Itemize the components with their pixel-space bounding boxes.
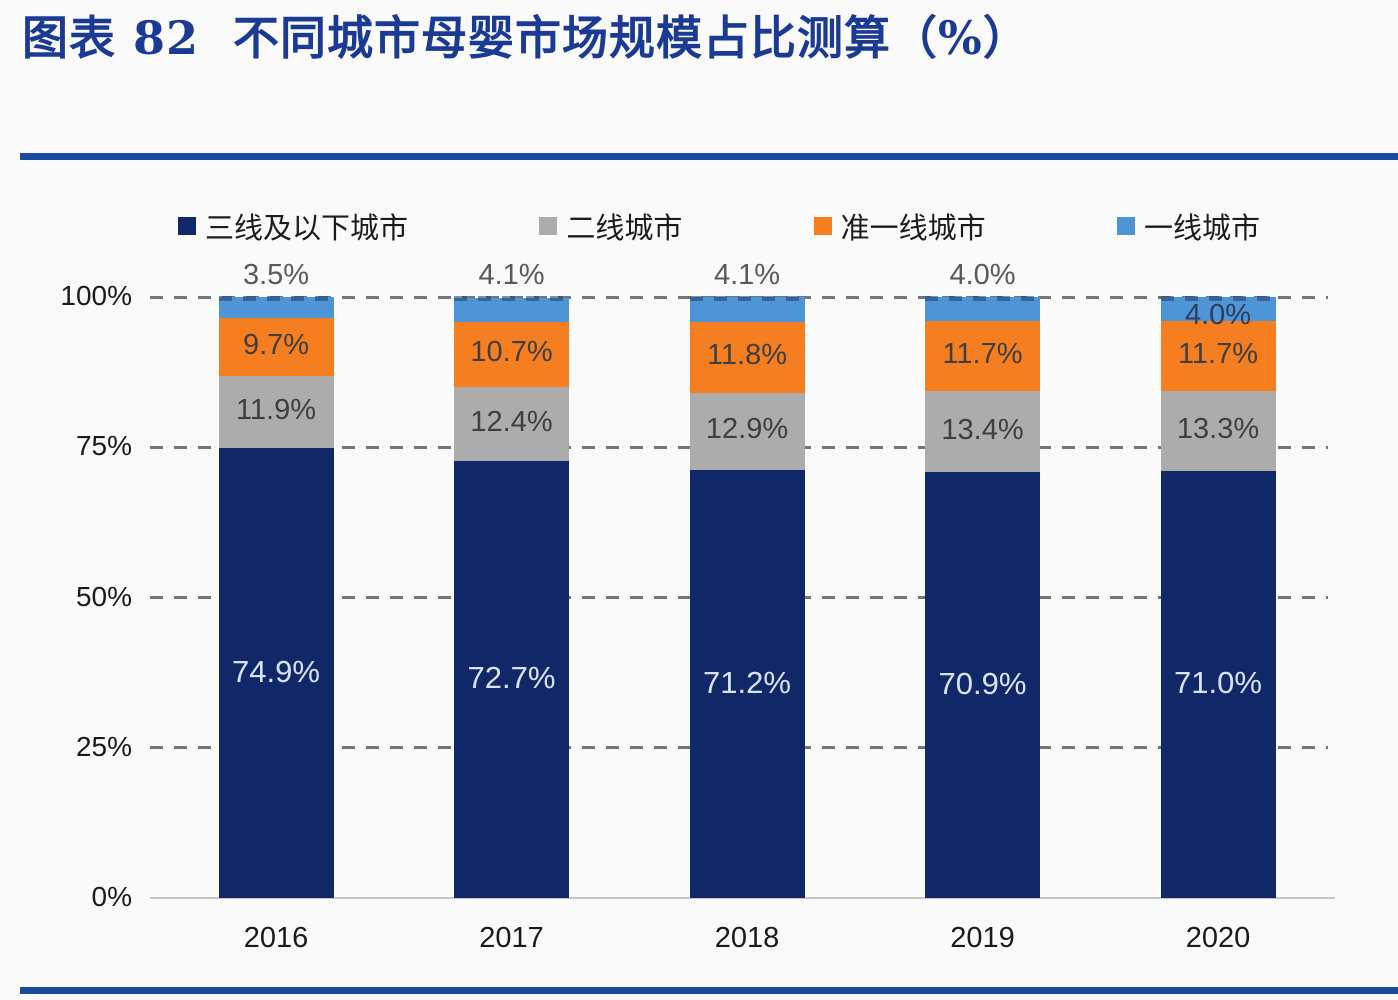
legend-item-2: 二线城市 bbox=[539, 205, 682, 247]
bar-2019-segment-2 bbox=[925, 391, 1040, 472]
bar-2016-value-label-1: 74.9% bbox=[232, 653, 320, 689]
legend-color-swatch bbox=[1116, 217, 1135, 235]
bar-2018-value-label-1: 71.2% bbox=[703, 664, 791, 700]
bar-2016-value-label-top: 3.5% bbox=[242, 259, 310, 291]
bar-2017-top-gridline-dashes bbox=[454, 296, 569, 301]
bar-2018-segment-4 bbox=[689, 297, 805, 322]
bar-2019-segment-3 bbox=[925, 321, 1040, 392]
bar-2019-value-label-2: 13.4% bbox=[941, 413, 1024, 446]
bar-2018-segment-1 bbox=[689, 470, 805, 898]
bar-2018-value-label-3: 11.8% bbox=[706, 339, 788, 372]
bar-2020-value-label-1: 71.0% bbox=[1174, 665, 1262, 701]
x-axis-tick-label: 2016 bbox=[243, 922, 309, 954]
legend-series-label: 准一线城市 bbox=[840, 213, 986, 245]
legend-series-label: 二线城市 bbox=[566, 213, 683, 245]
bar-2017-value-label-2: 12.4% bbox=[470, 405, 553, 438]
bar-2016-value-label-3: 9.7% bbox=[242, 329, 310, 362]
bar-2017-value-label-1: 72.7% bbox=[467, 660, 556, 696]
bar-2017-segment-1 bbox=[454, 461, 569, 898]
bar-2020-value-label-3: 11.7% bbox=[1177, 338, 1259, 371]
footer-divider-line bbox=[20, 987, 1398, 994]
x-axis-tick-label: 2020 bbox=[1185, 922, 1251, 954]
y-axis-tick-label: 100% bbox=[60, 280, 132, 311]
y-axis-tick-label: 75% bbox=[75, 430, 132, 462]
bar-2019-segment-1 bbox=[925, 471, 1040, 898]
x-axis-baseline bbox=[150, 897, 1335, 899]
figure-title-text: 不同城市母婴市场规模占比测算（%） bbox=[233, 11, 1030, 65]
title-divider-line bbox=[20, 153, 1398, 160]
x-axis-tick-label: 2017 bbox=[479, 922, 544, 954]
bar-2018-value-label-2: 12.9% bbox=[705, 413, 789, 446]
bar-2016-segment-3 bbox=[218, 318, 334, 377]
legend-color-swatch bbox=[178, 217, 196, 235]
bar-2017-value-label-3: 10.7% bbox=[470, 336, 553, 369]
x-axis-tick-label: 2018 bbox=[714, 922, 780, 954]
bar-2019-top-gridline-dashes bbox=[925, 296, 1040, 301]
bar-2016-top-gridline-dashes bbox=[218, 296, 334, 301]
bar-2020-segment-1 bbox=[1160, 471, 1276, 898]
bar-2017-value-label-top: 4.1% bbox=[478, 259, 545, 291]
bar-2020-segment-2 bbox=[1160, 391, 1276, 472]
legend-item-4: 一线城市 bbox=[1116, 205, 1260, 247]
bar-2019-segment-4 bbox=[925, 297, 1040, 322]
bar-2016-segment-4 bbox=[218, 297, 334, 319]
bar-2017-segment-4 bbox=[454, 297, 569, 323]
bar-2020-segment-3 bbox=[1160, 321, 1276, 392]
legend-item-1: 三线及以下城市 bbox=[178, 205, 408, 247]
bar-2020-value-label-top: 4.0% bbox=[1184, 299, 1252, 331]
bar-2016-segment-1 bbox=[218, 447, 334, 898]
bar-2019-value-label-3: 11.7% bbox=[942, 338, 1023, 371]
bar-2019-value-label-top: 4.0% bbox=[949, 259, 1016, 291]
bar-2018-segment-3 bbox=[689, 321, 805, 393]
bar-2018-value-label-top: 4.1% bbox=[713, 259, 781, 291]
bar-2019-value-label-1: 70.9% bbox=[938, 665, 1027, 701]
legend-series-label: 三线及以下城市 bbox=[205, 213, 409, 245]
legend-color-swatch bbox=[813, 217, 832, 235]
bar-2017-segment-2 bbox=[454, 386, 569, 462]
bar-2020-value-label-2: 13.3% bbox=[1176, 413, 1260, 446]
bar-2018-segment-2 bbox=[689, 392, 805, 471]
chart-legend: 三线及以下城市 二线城市 准一线城市 一线城市 bbox=[178, 205, 1260, 247]
figure-title: 图表 82 不同城市母婴市场规模占比测算（%） bbox=[22, 2, 1030, 68]
bar-2016-segment-2 bbox=[218, 376, 334, 448]
legend-item-3: 准一线城市 bbox=[813, 205, 986, 247]
figure-number-label: 图表 82 bbox=[22, 11, 200, 65]
bar-2018-top-gridline-dashes bbox=[689, 296, 805, 301]
bar-2020-top-gridline-dashes bbox=[1160, 296, 1276, 301]
y-axis-tick-label: 25% bbox=[75, 730, 132, 762]
legend-series-label: 一线城市 bbox=[1143, 213, 1260, 245]
x-axis-tick-label: 2019 bbox=[950, 922, 1015, 954]
bar-2020-segment-4 bbox=[1160, 297, 1276, 322]
bar-2017-segment-3 bbox=[454, 322, 569, 387]
bar-2016-value-label-2: 11.9% bbox=[235, 394, 317, 427]
y-axis-tick-label: 0% bbox=[91, 881, 132, 912]
legend-color-swatch bbox=[539, 217, 558, 235]
y-axis-tick-label: 50% bbox=[75, 580, 132, 612]
